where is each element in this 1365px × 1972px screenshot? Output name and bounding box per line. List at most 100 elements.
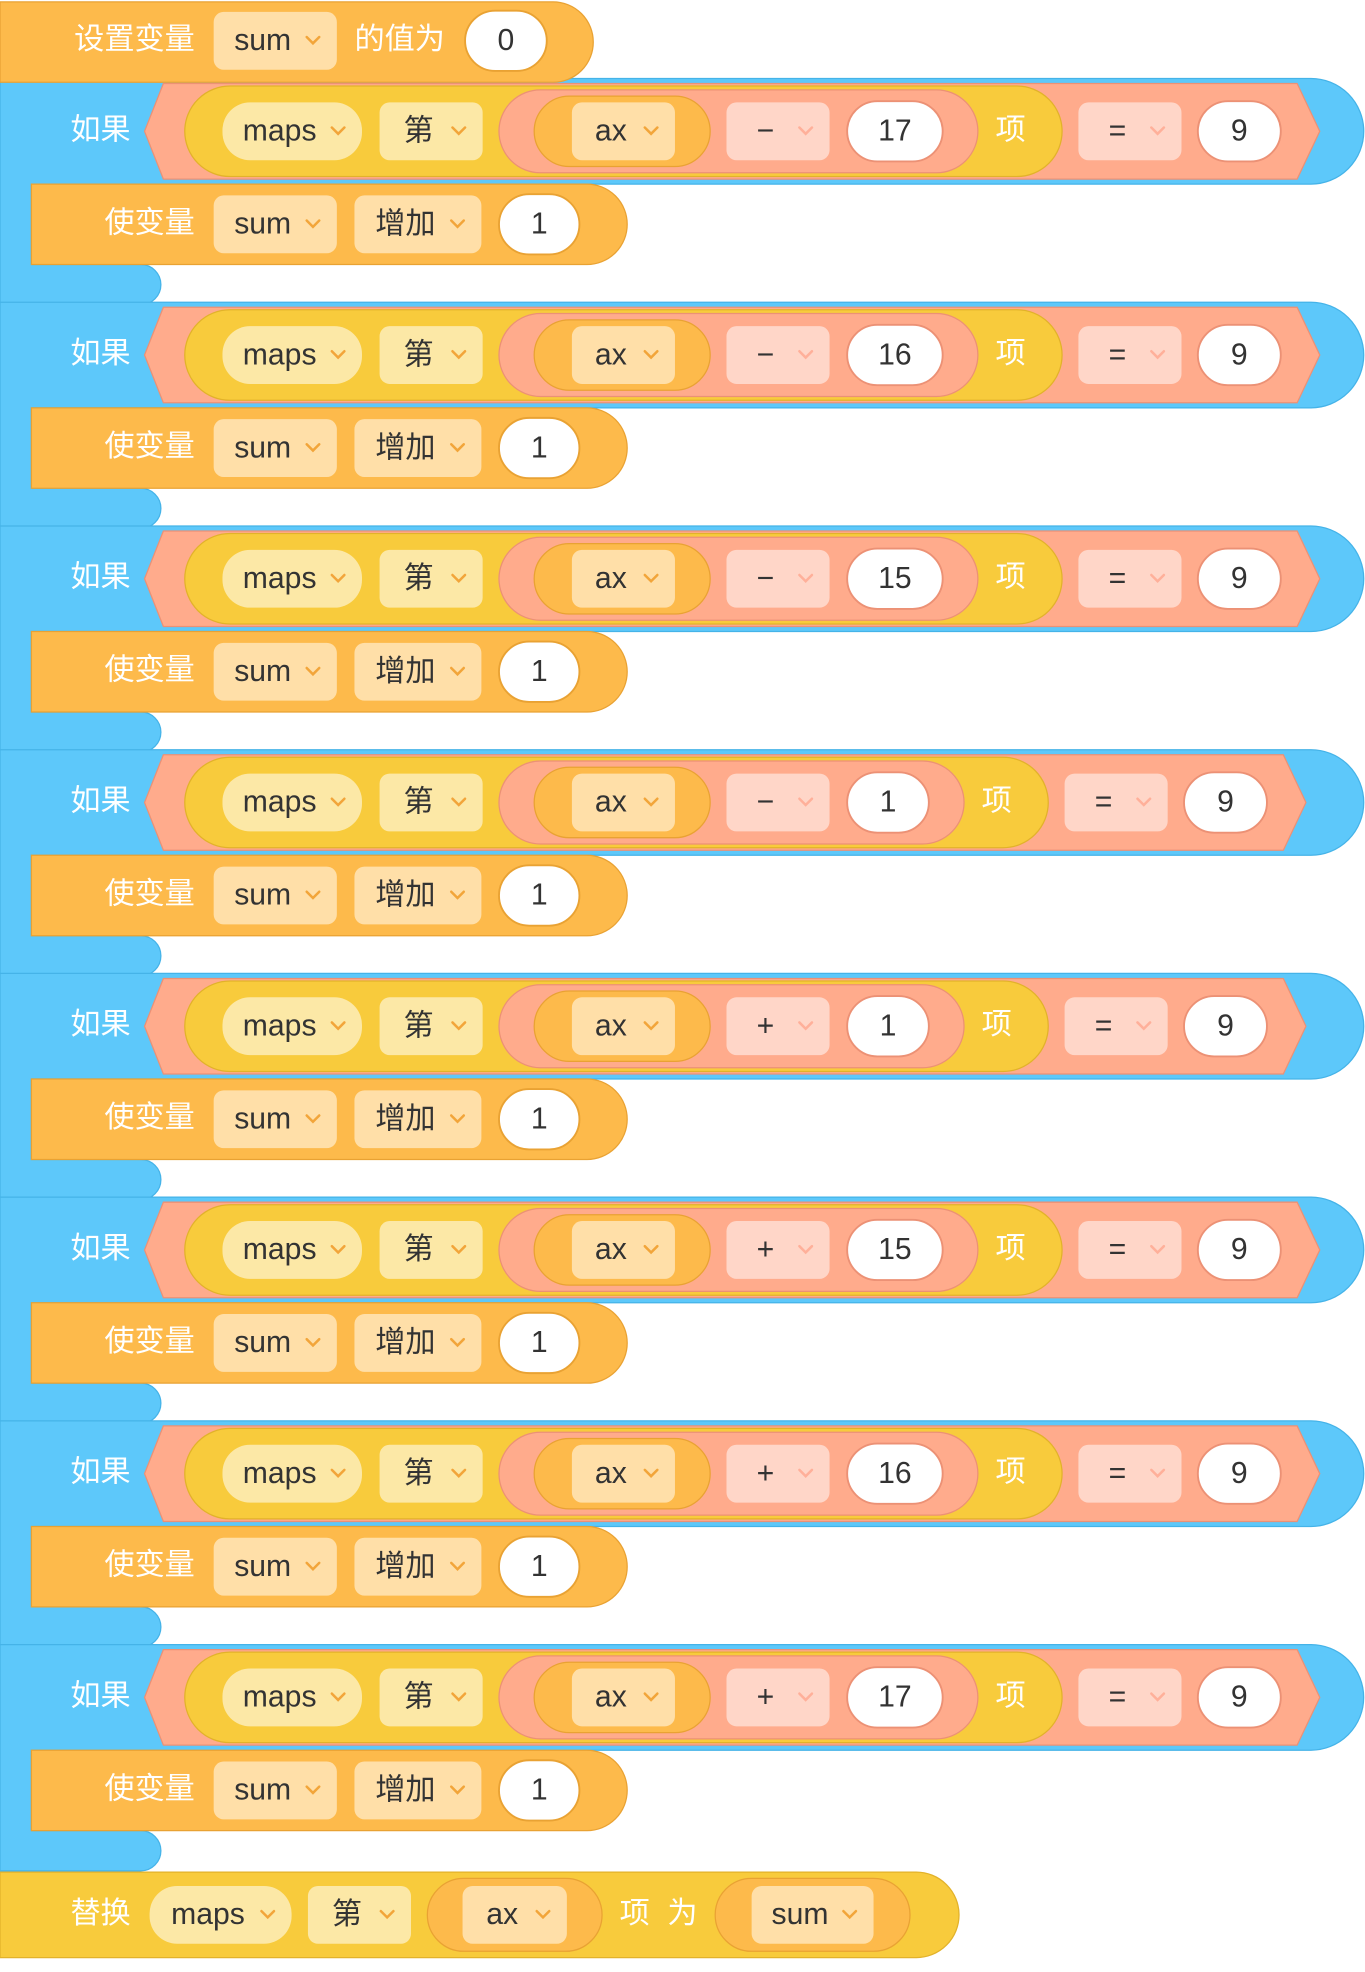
operator-dropdown[interactable]	[726, 1444, 830, 1503]
variable-dropdown[interactable]	[571, 773, 675, 832]
number-input[interactable]	[846, 1442, 944, 1505]
number-input[interactable]	[498, 193, 581, 256]
compare-dropdown[interactable]	[1078, 1668, 1182, 1727]
variable-dropdown[interactable]	[571, 549, 675, 608]
variable-dropdown[interactable]	[571, 1668, 675, 1727]
dropdown-arrow	[305, 443, 321, 453]
action-dropdown[interactable]	[354, 1090, 482, 1149]
index-dropdown[interactable]	[307, 1885, 412, 1944]
variable-dropdown[interactable]	[213, 419, 337, 477]
list-dropdown[interactable]	[222, 1668, 362, 1727]
number-input[interactable]	[846, 995, 930, 1058]
dropdown-arrow	[330, 1021, 346, 1031]
compare-dropdown[interactable]	[1078, 1221, 1182, 1279]
variable-dropdown[interactable]	[213, 1090, 337, 1149]
operator-dropdown[interactable]	[726, 326, 830, 384]
list-dropdown[interactable]	[222, 549, 362, 608]
value-input[interactable]	[464, 9, 548, 72]
number-input[interactable]	[498, 1535, 581, 1598]
compare-dropdown[interactable]	[1064, 997, 1168, 1056]
compare-dropdown[interactable]	[1064, 773, 1168, 832]
variable-dropdown[interactable]	[571, 326, 675, 384]
compare-dropdown[interactable]	[1078, 326, 1182, 384]
operator-dropdown[interactable]	[726, 1221, 830, 1279]
variable-dropdown[interactable]	[213, 642, 337, 701]
operator-dropdown[interactable]	[726, 773, 830, 832]
variable-dropdown[interactable]	[462, 1885, 567, 1944]
operator-dropdown[interactable]	[726, 549, 830, 608]
variable-dropdown[interactable]	[571, 102, 675, 161]
dropdown-arrow	[1150, 1468, 1166, 1478]
variable-dropdown[interactable]	[571, 1221, 675, 1279]
action-dropdown[interactable]	[354, 419, 482, 477]
index-dropdown[interactable]	[379, 326, 483, 384]
list-dropdown[interactable]	[149, 1885, 292, 1944]
number-input[interactable]	[1196, 323, 1282, 387]
operator-dropdown[interactable]	[726, 102, 830, 161]
number-input[interactable]	[1196, 1666, 1282, 1729]
number-input[interactable]	[498, 1088, 581, 1151]
action-dropdown[interactable]	[354, 866, 482, 925]
dropdown-arrow	[305, 666, 321, 677]
if-label: 如果	[70, 1455, 130, 1489]
list-dropdown[interactable]	[222, 773, 362, 832]
variable-dropdown[interactable]	[213, 195, 337, 254]
number-input[interactable]	[498, 864, 581, 927]
list-dropdown[interactable]	[222, 1221, 362, 1279]
number-input[interactable]	[1196, 1442, 1282, 1505]
number-input[interactable]	[1196, 100, 1282, 163]
action-dropdown[interactable]	[354, 1761, 482, 1820]
index-dropdown[interactable]	[379, 773, 483, 832]
number-input[interactable]	[498, 1311, 581, 1375]
action-dropdown[interactable]	[354, 642, 482, 701]
dropdown-arrow	[1150, 1692, 1166, 1702]
variable-dropdown-text: sum	[772, 1898, 829, 1931]
compare-dropdown[interactable]	[1078, 1444, 1182, 1503]
index-dropdown[interactable]	[379, 1668, 483, 1727]
index-dropdown[interactable]	[379, 997, 483, 1056]
number-input[interactable]	[1183, 995, 1268, 1058]
number-input[interactable]	[498, 416, 581, 480]
if-label: 如果	[70, 336, 130, 370]
dropdown-arrow	[449, 1114, 466, 1124]
index-dropdown[interactable]	[379, 549, 483, 608]
list-dropdown[interactable]	[222, 997, 362, 1056]
index-dropdown[interactable]	[379, 1444, 483, 1503]
variable-dropdown[interactable]	[571, 997, 675, 1056]
number-input[interactable]	[846, 1666, 944, 1729]
dropdown-arrow	[330, 126, 346, 136]
action-dropdown[interactable]	[354, 195, 482, 254]
number-input[interactable]	[1196, 1218, 1282, 1282]
number-input[interactable]	[846, 100, 944, 163]
index-dropdown[interactable]	[379, 1221, 483, 1279]
variable-dropdown[interactable]	[213, 1537, 337, 1596]
compare-dropdown[interactable]	[1078, 549, 1182, 608]
number-input[interactable]	[846, 547, 944, 610]
compare-dropdown[interactable]	[1078, 102, 1182, 161]
operator-dropdown[interactable]	[726, 1668, 830, 1727]
item-label: 项	[982, 784, 1012, 817]
number-input[interactable]	[498, 640, 581, 703]
variable-dropdown[interactable]	[213, 866, 337, 925]
list-dropdown[interactable]	[222, 1444, 362, 1503]
number-input[interactable]	[498, 1759, 581, 1822]
operator-dropdown[interactable]	[726, 997, 830, 1056]
action-dropdown[interactable]	[354, 1537, 482, 1596]
variable-dropdown[interactable]	[213, 11, 337, 70]
number-input[interactable]	[846, 1218, 944, 1282]
index-dropdown-text: 第	[403, 1232, 433, 1266]
dropdown-arrow	[1136, 1021, 1152, 1031]
variable-dropdown[interactable]	[751, 1885, 874, 1944]
list-dropdown[interactable]	[222, 326, 362, 384]
number-input-text: 1	[531, 1102, 548, 1135]
variable-dropdown[interactable]	[213, 1761, 337, 1820]
variable-dropdown[interactable]	[213, 1314, 337, 1372]
number-input[interactable]	[846, 323, 944, 387]
action-dropdown[interactable]	[354, 1314, 482, 1372]
number-input[interactable]	[1183, 771, 1268, 834]
number-input[interactable]	[1196, 547, 1282, 610]
index-dropdown[interactable]	[379, 102, 483, 161]
number-input[interactable]	[846, 771, 930, 834]
list-dropdown[interactable]	[222, 102, 362, 161]
variable-dropdown[interactable]	[571, 1444, 675, 1503]
